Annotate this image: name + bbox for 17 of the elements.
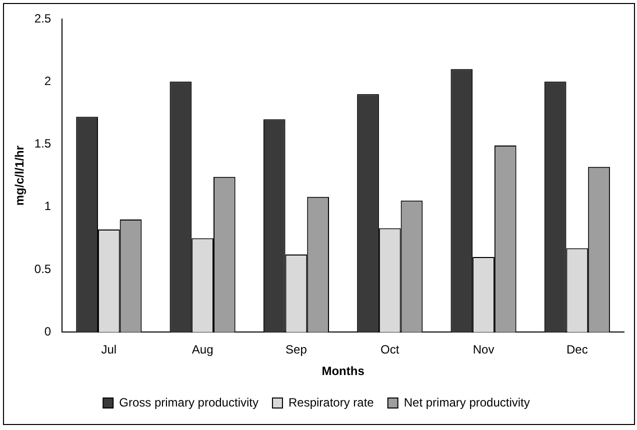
x-tick-label: Oct [380, 342, 400, 357]
x-tick-label: Sep [286, 342, 308, 357]
x-axis-title: Months [322, 364, 365, 378]
y-tick-label: 1 [44, 199, 52, 214]
y-tick-label: 2 [44, 74, 52, 88]
x-tick-label: Nov [472, 342, 494, 357]
legend-label: Net primary productivity [404, 395, 530, 410]
legend-label: Gross primary productivity [119, 395, 258, 410]
y-tick-label: 0 [44, 324, 52, 339]
x-tick-label: Aug [192, 342, 214, 357]
y-tick-label: 1.5 [34, 136, 52, 151]
legend-label: Respiratory rate [288, 395, 374, 410]
x-tick-label: Dec [566, 342, 588, 357]
y-axis-title: mg/c/l/1/hr [12, 145, 27, 206]
y-tick-label: 2.5 [34, 11, 52, 26]
y-tick-label: 0.5 [34, 262, 52, 276]
x-tick-label: Jul [101, 342, 117, 357]
